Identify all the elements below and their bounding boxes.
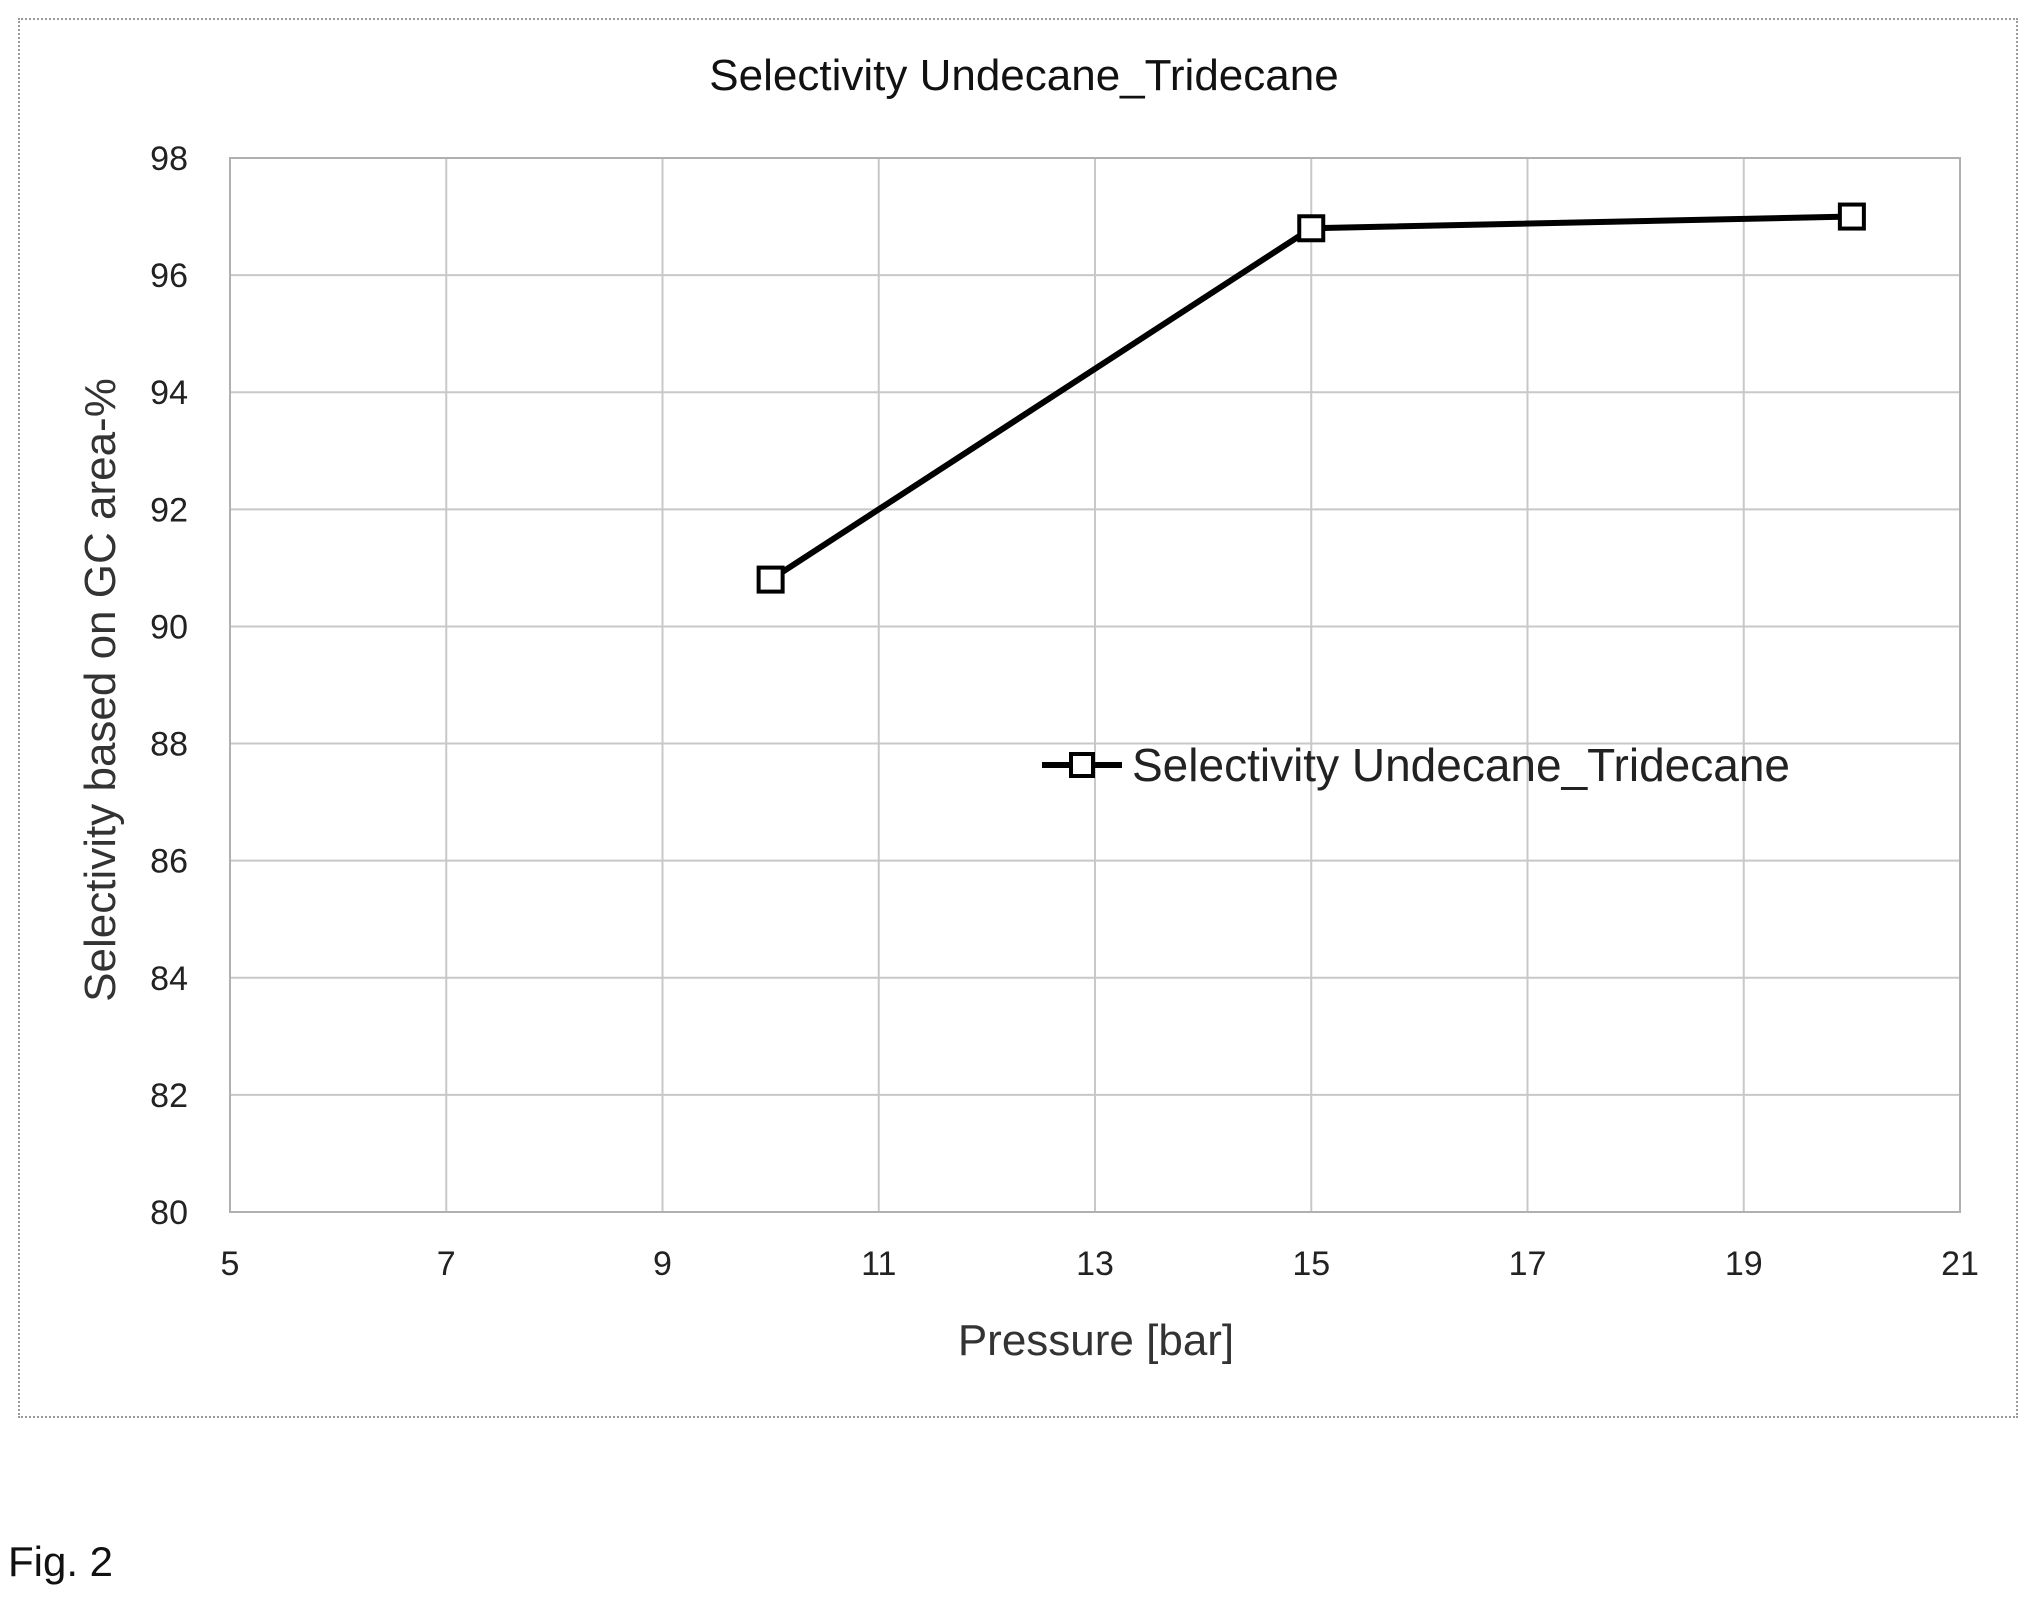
y-tick-label: 80 bbox=[150, 1194, 188, 1232]
y-tick-label: 90 bbox=[150, 608, 188, 646]
y-tick-label: 96 bbox=[150, 257, 188, 295]
chart: Selectivity Undecane_Tridecane 5 7 9 11 13 15… bbox=[76, 51, 1979, 1365]
x-tick-label: 7 bbox=[437, 1245, 456, 1283]
y-tick-label: 94 bbox=[150, 374, 188, 412]
x-tick-label: 13 bbox=[1076, 1245, 1114, 1283]
x-tick-label: 11 bbox=[861, 1245, 896, 1283]
grid bbox=[229, 157, 1961, 1213]
chart-title: Selectivity Undecane_Tridecane bbox=[709, 51, 1338, 100]
figure-caption: Fig. 2 bbox=[8, 1538, 114, 1585]
data-point bbox=[756, 565, 785, 594]
data-point bbox=[1297, 214, 1326, 243]
y-tick-label: 86 bbox=[150, 843, 188, 881]
chart-frame bbox=[18, 18, 2018, 1418]
x-axis-label: Pressure [bar] bbox=[958, 1316, 1234, 1365]
legend: Selectivity Undecane_Tridecane bbox=[1042, 739, 1790, 791]
plot-area bbox=[229, 157, 1961, 1213]
x-tick-label: 17 bbox=[1509, 1245, 1547, 1283]
y-tick-label: 82 bbox=[150, 1077, 188, 1115]
x-tick-label: 19 bbox=[1725, 1245, 1763, 1283]
legend-marker bbox=[1069, 752, 1095, 778]
x-tick-label: 15 bbox=[1292, 1245, 1330, 1283]
y-axis-ticks: 80 82 84 86 88 90 92 94 96 98 bbox=[150, 140, 188, 1232]
data-point bbox=[1837, 202, 1866, 231]
y-axis-label: Selectivity based on GC area-% bbox=[76, 378, 125, 1002]
series-group bbox=[756, 202, 1866, 594]
x-tick-label: 9 bbox=[653, 1245, 672, 1283]
y-tick-label: 92 bbox=[150, 491, 188, 529]
x-axis-ticks: 5 7 9 11 13 15 17 19 21 bbox=[221, 1245, 1979, 1283]
x-tick-label: 21 bbox=[1941, 1245, 1979, 1283]
y-tick-label: 98 bbox=[150, 140, 188, 178]
y-tick-label: 88 bbox=[150, 726, 188, 764]
legend-label: Selectivity Undecane_Tridecane bbox=[1132, 739, 1790, 791]
x-tick-label: 5 bbox=[221, 1245, 240, 1283]
y-tick-label: 84 bbox=[150, 960, 188, 998]
